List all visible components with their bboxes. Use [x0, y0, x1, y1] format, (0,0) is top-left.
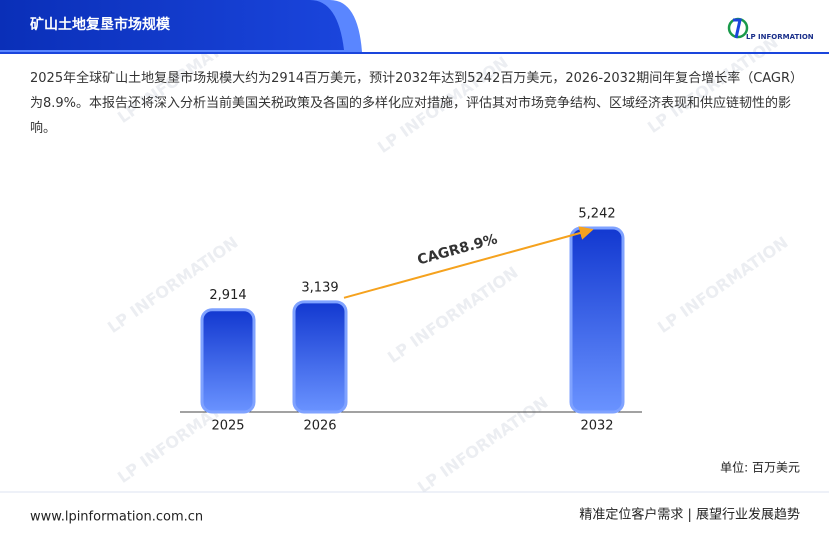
x-tick-label: 2032 — [580, 419, 613, 434]
x-tick-label: 2026 — [303, 419, 336, 434]
footer-slogan: 精准定位客户需求 | 展望行业发展趋势 — [579, 507, 800, 523]
logo-text: LP INFORMATION — [746, 33, 814, 41]
value-label: 3,139 — [301, 280, 338, 295]
watermark: LP INFORMATION — [414, 393, 552, 497]
cagr-label: CAGR8.9% — [416, 231, 500, 268]
cagr-arrow — [343, 226, 594, 299]
logo: LP INFORMATION — [727, 17, 814, 41]
watermark: LP INFORMATION — [384, 263, 522, 367]
x-tick-label: 2025 — [211, 419, 244, 434]
logo-mark — [733, 18, 742, 39]
bar — [200, 308, 256, 414]
bar — [569, 226, 625, 414]
bar — [292, 300, 348, 414]
watermark: LP INFORMATION — [654, 233, 792, 337]
footer-website: www.lpinformation.com.cn — [30, 510, 203, 525]
unit-label: 单位: 百万美元 — [720, 460, 800, 475]
value-label: 2,914 — [209, 288, 246, 303]
description: 2025年全球矿山土地复垦市场规模大约为2914百万美元，预计2032年达到52… — [30, 71, 797, 136]
header-bar — [0, 0, 344, 50]
title: 矿山土地复垦市场规模 — [30, 16, 171, 33]
value-label: 5,242 — [578, 207, 615, 222]
